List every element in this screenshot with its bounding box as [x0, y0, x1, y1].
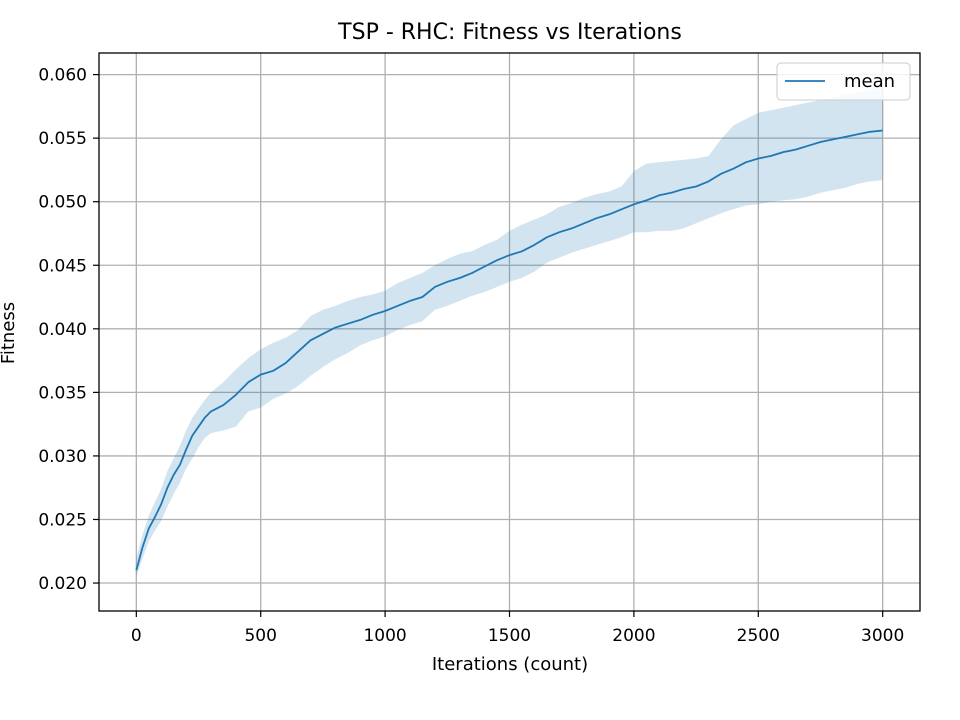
- legend-label: mean: [844, 71, 895, 92]
- y-tick-label: 0.035: [38, 383, 87, 403]
- x-tick-label: 3000: [861, 626, 904, 646]
- confidence-bands: [136, 87, 883, 577]
- y-tick-label: 0.055: [38, 129, 87, 149]
- x-tick-label: 1500: [488, 626, 531, 646]
- y-tick-label: 0.050: [38, 193, 87, 213]
- y-tick-label: 0.040: [38, 320, 87, 340]
- x-axis-label: Iterations (count): [432, 654, 588, 675]
- mean-line: [135, 129, 883, 571]
- y-tick-label: 0.030: [38, 447, 87, 467]
- y-tick-label: 0.060: [38, 66, 87, 86]
- series-lines: [135, 129, 883, 571]
- y-tick-label: 0.020: [38, 574, 87, 594]
- y-tick-label: 0.045: [38, 256, 87, 276]
- chart-title: TSP - RHC: Fitness vs Iterations: [337, 20, 682, 45]
- x-tick-label: 2500: [737, 626, 780, 646]
- x-tick-label: 500: [244, 626, 276, 646]
- y-tick-label: 0.025: [38, 510, 87, 530]
- x-tick-label: 2000: [612, 626, 655, 646]
- legend-box: [776, 62, 911, 101]
- x-tick-label: 0: [131, 626, 142, 646]
- grid: [99, 53, 920, 611]
- y-axis-ticks: 0.020 0.025 0.030 0.035 0.040 0.045 0.050 0.055…: [38, 66, 99, 594]
- x-axis-ticks: 0 500 1000 1500 2000 2500 3000: [131, 611, 904, 646]
- y-axis-label: Fitness: [0, 302, 19, 364]
- x-tick-label: 1000: [363, 626, 406, 646]
- confidence-band: [136, 87, 883, 577]
- legend: mean: [776, 62, 911, 101]
